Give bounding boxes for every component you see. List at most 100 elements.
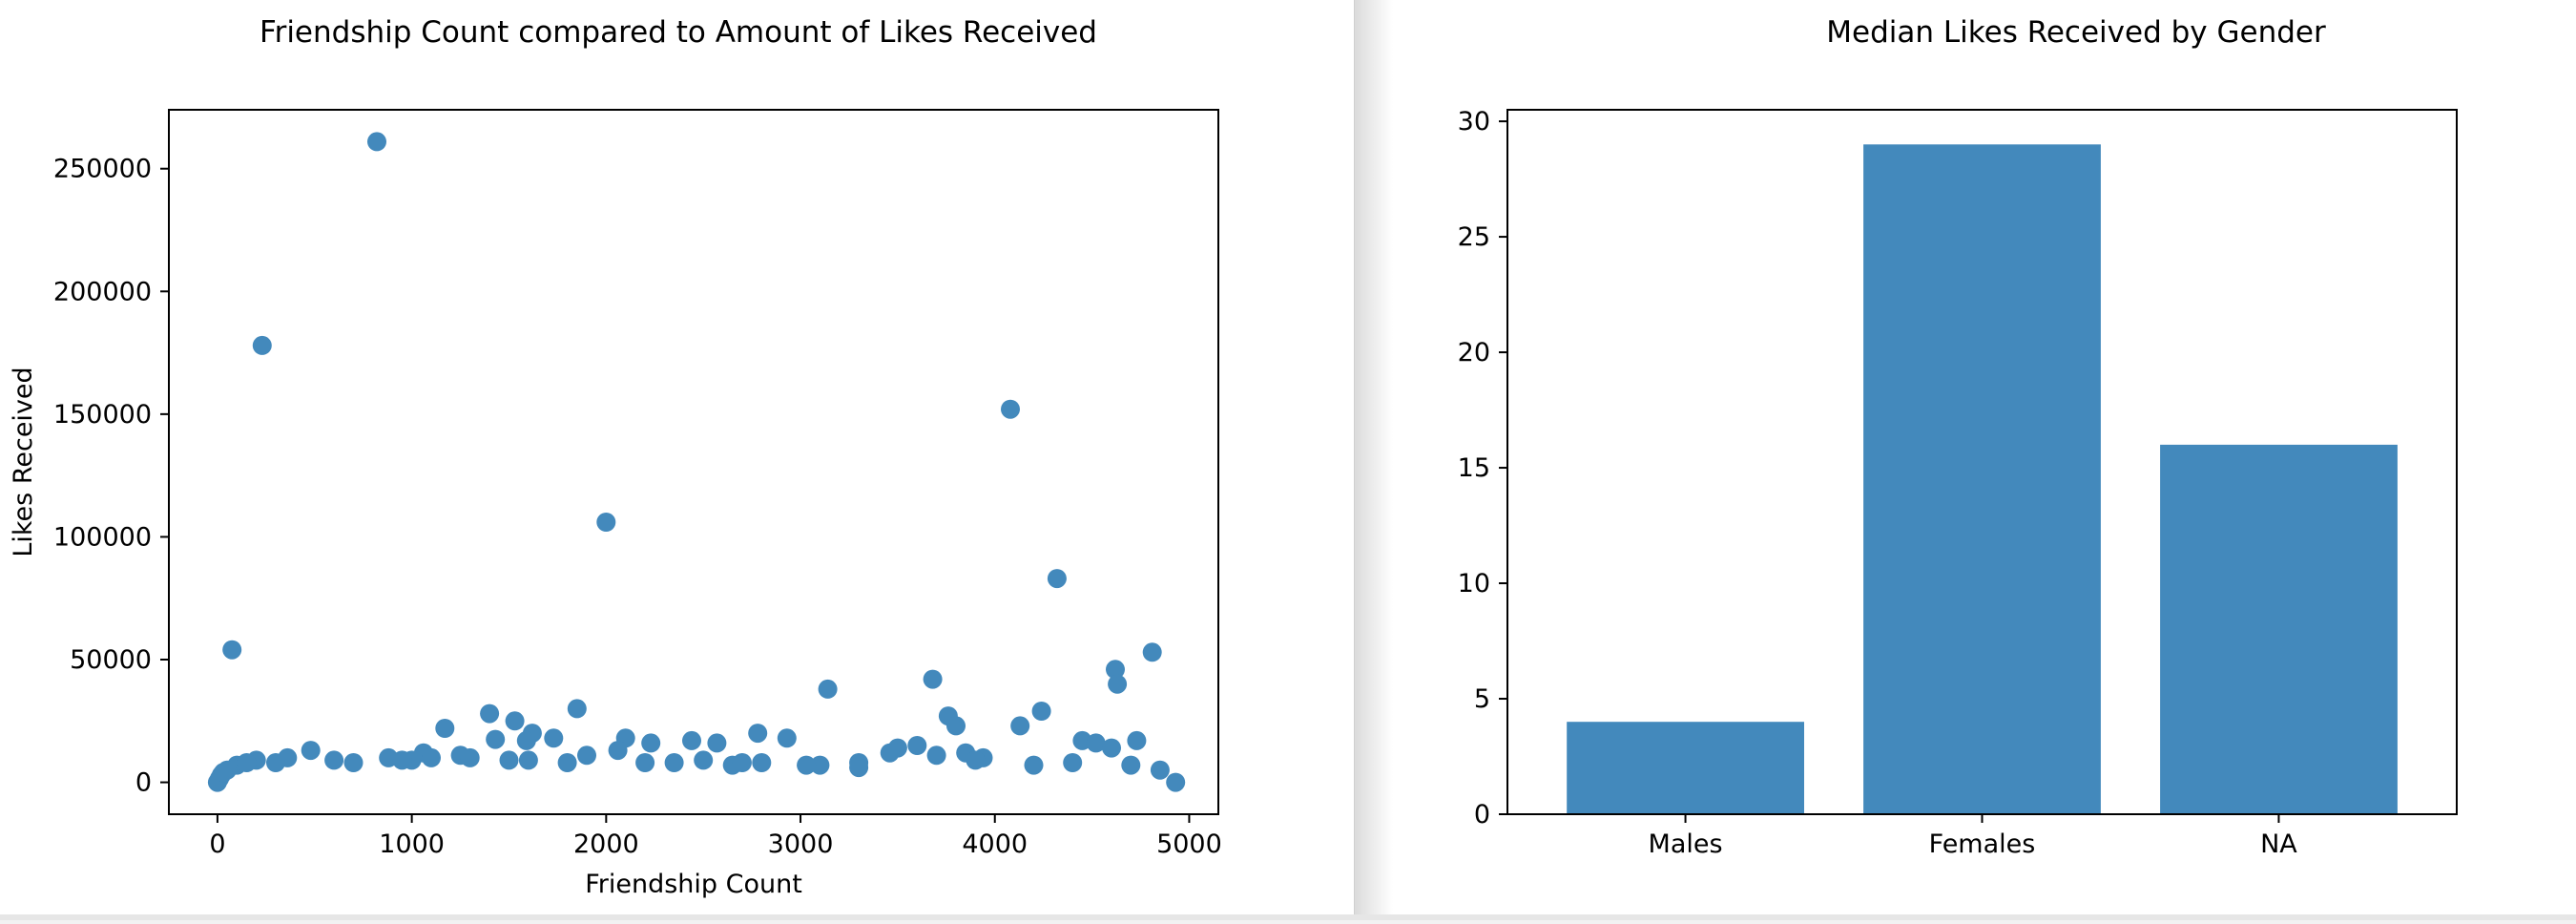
bar-y-tick-label: 5 [1474, 684, 1490, 714]
scatter-y-axis-label: Likes Received [9, 367, 38, 556]
bar-y-tick-label: 0 [1474, 800, 1490, 830]
scatter-point [748, 724, 768, 744]
scatter-point [1108, 674, 1128, 694]
bar-y-tick-label: 30 [1458, 107, 1490, 136]
scatter-point [460, 747, 480, 767]
scatter-point [682, 730, 701, 750]
scatter-point [923, 669, 943, 689]
scatter-y-tick-label: 50000 [70, 645, 152, 675]
scatter-point [516, 730, 536, 750]
bar-x-axis: Males Females NA [1649, 814, 2297, 859]
scatter-y-tick-label: 250000 [53, 155, 152, 184]
bar-x-tick-label: NA [2260, 830, 2297, 859]
scatter-point [266, 753, 285, 772]
scatter-point [664, 753, 684, 772]
scatter-x-tick-label: 4000 [962, 830, 1028, 859]
scatter-point [1024, 755, 1044, 775]
scatter-point [1166, 772, 1186, 792]
bar-y-tick-label: 15 [1458, 453, 1490, 483]
scatter-point [596, 513, 616, 532]
bar-y-tick-label: 20 [1458, 338, 1490, 368]
scatter-point [1047, 569, 1067, 589]
scatter-point [608, 741, 628, 761]
scatter-point [797, 755, 817, 775]
bar-y-axis: 0 5 10 15 20 25 30 [1458, 107, 1507, 830]
scatter-y-tick-label: 150000 [53, 400, 152, 430]
scatter-point [1142, 642, 1162, 662]
scatter-point [343, 753, 364, 772]
scatter-point [480, 704, 500, 724]
bar-y-tick-label: 10 [1458, 569, 1490, 598]
scatter-point [752, 753, 772, 772]
scatter-point [849, 758, 869, 778]
scatter-point [907, 736, 927, 755]
scatter-point [252, 335, 272, 355]
bottom-edge [0, 914, 2576, 920]
scatter-x-axis-label: Friendship Count [585, 870, 802, 899]
scatter-point [732, 753, 752, 772]
scatter-point [486, 729, 506, 749]
scatter-y-axis: 0 50000 100000 150000 200000 250000 [53, 155, 169, 798]
scatter-point [1010, 716, 1030, 736]
bar-males [1567, 722, 1804, 814]
scatter-y-tick-label: 200000 [53, 277, 152, 306]
scatter-title: Friendship Count compared to Amount of L… [260, 15, 1097, 50]
scatter-point [926, 746, 946, 766]
scatter-point [946, 716, 966, 736]
bar-females [1863, 144, 2101, 815]
bar-na [2160, 444, 2398, 814]
scatter-point [567, 699, 587, 719]
scatter-point [966, 750, 986, 770]
scatter-point [777, 728, 797, 748]
scatter-point [1127, 730, 1147, 750]
scatter-figure-panel: Friendship Count compared to Amount of L… [0, 0, 1355, 920]
scatter-point [367, 132, 386, 152]
scatter-point [577, 746, 596, 766]
bar-chart: Median Likes Received by Gender Males Fem… [1458, 15, 2458, 859]
scatter-point [518, 750, 538, 770]
scatter-point [301, 741, 321, 761]
scatter-x-tick-label: 5000 [1156, 830, 1222, 859]
scatter-plot-frame [168, 109, 1219, 815]
scatter-point [222, 640, 242, 660]
scatter-point [1150, 760, 1170, 780]
scatter-point [214, 763, 233, 783]
scatter-point [422, 747, 441, 767]
scatter-point [237, 753, 257, 772]
scatter-point [392, 750, 412, 770]
scatter-y-tick-label: 100000 [53, 522, 152, 552]
scatter-x-tick-label: 3000 [768, 830, 834, 859]
scatter-point [544, 728, 564, 748]
scatter-point [880, 743, 900, 763]
scatter-y-tick-label: 0 [135, 768, 152, 798]
scatter-x-tick-label: 0 [209, 830, 225, 859]
scatter-point [1031, 702, 1051, 721]
scatter-x-axis: 0 1000 2000 3000 4000 5000 [209, 814, 1222, 859]
scatter-point [1102, 738, 1121, 758]
scatter-point [694, 750, 714, 770]
scatter-point [324, 750, 344, 770]
scatter-point [1121, 755, 1141, 775]
scatter-point [557, 753, 577, 772]
scatter-point [818, 679, 838, 699]
bar-x-tick-label: Females [1929, 830, 2036, 859]
scatter-x-tick-label: 2000 [573, 830, 639, 859]
scatter-point [505, 711, 525, 731]
scatter-chart: Friendship Count compared to Amount of L… [9, 15, 1222, 899]
scatter-point [641, 733, 661, 753]
scatter-point [499, 750, 519, 770]
bar-figure-panel: Median Likes Received by Gender Males Fem… [1355, 0, 2576, 920]
scatter-point [810, 755, 830, 775]
scatter-point [1086, 733, 1106, 753]
scatter-point [707, 733, 727, 753]
scatter-point [1063, 753, 1083, 772]
scatter-point [1001, 399, 1020, 419]
bar-y-tick-label: 25 [1458, 222, 1490, 252]
bar-x-tick-label: Males [1649, 830, 1723, 859]
scatter-points-group [207, 132, 1186, 792]
scatter-point [435, 719, 455, 738]
bar-title: Median Likes Received by Gender [1826, 15, 2326, 50]
scatter-point [1106, 660, 1125, 680]
scatter-x-tick-label: 1000 [379, 830, 445, 859]
